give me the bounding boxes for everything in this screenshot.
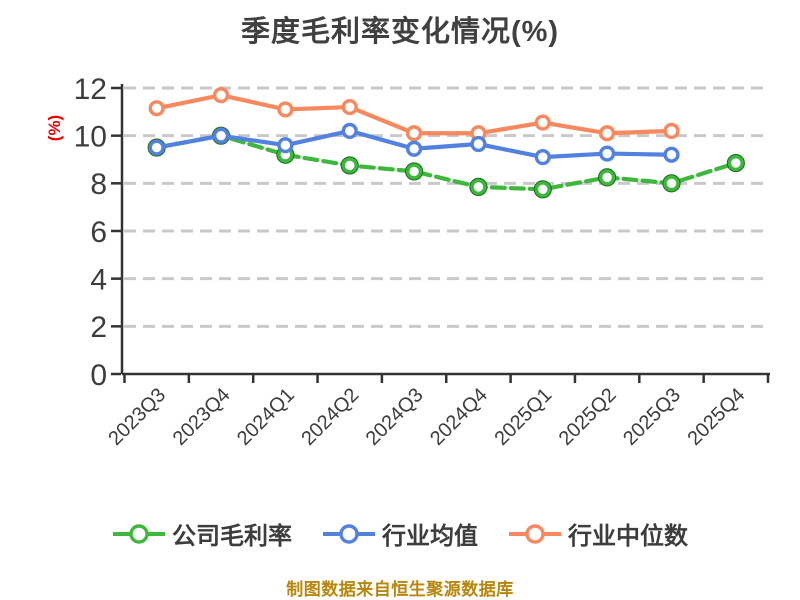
- series-marker-edge: [726, 153, 745, 173]
- series-行业中位数: [148, 87, 680, 142]
- series-marker: [727, 154, 744, 172]
- series-marker: [534, 149, 551, 166]
- y-tick-label: 2: [90, 311, 107, 344]
- series-marker: [341, 157, 358, 174]
- x-tick-label: 2023Q4: [169, 384, 235, 450]
- series-marker: [470, 178, 487, 196]
- legend: 公司毛利率 行业均值 行业中位数: [0, 516, 800, 551]
- series-marker: [534, 114, 551, 131]
- chart-title: 季度毛利率变化情况(%): [240, 16, 560, 48]
- series-marker-edge: [404, 162, 424, 181]
- x-tick-label: 2024Q2: [297, 384, 363, 450]
- series-marker: [599, 169, 616, 186]
- legend-item-industry-median: 行业中位数: [508, 516, 688, 551]
- legend-label: 行业均值: [382, 523, 478, 550]
- series-marker-edge: [533, 180, 552, 199]
- y-tick-label: 4: [90, 263, 107, 296]
- series-marker: [405, 125, 423, 142]
- series-marker: [534, 181, 551, 198]
- y-tick-label: 8: [90, 168, 107, 201]
- legend-label: 行业中位数: [568, 523, 688, 550]
- x-tick-label: 2024Q4: [426, 384, 492, 450]
- series-行业均值: [148, 122, 680, 166]
- series-marker: [663, 175, 680, 192]
- series-marker: [212, 127, 230, 144]
- x-tick-label: 2025Q3: [619, 384, 685, 450]
- series-marker: [277, 137, 294, 154]
- y-axis-unit-label: (%): [45, 115, 64, 141]
- legend-line-circle-icon: [113, 523, 165, 544]
- series-line: [154, 133, 738, 192]
- data-source-caption: 制图数据来自恒生聚源数据库: [286, 580, 514, 599]
- legend-item-industry-average: 行业均值: [322, 516, 478, 551]
- y-tick-label: 6: [90, 216, 107, 249]
- series-marker: [599, 145, 616, 162]
- series-marker: [405, 163, 423, 180]
- series-marker: [405, 140, 423, 157]
- legend-line-circle-icon: [509, 523, 561, 544]
- y-tick-label: 10: [74, 120, 107, 153]
- series-marker: [277, 101, 294, 118]
- legend-line-circle-icon: [323, 523, 375, 544]
- series-marker: [341, 122, 358, 139]
- series-marker-edge: [340, 156, 359, 175]
- x-tick-label: 2023Q3: [104, 384, 170, 450]
- series-marker: [663, 146, 680, 163]
- series-marker: [341, 98, 358, 116]
- x-tick-label: 2025Q1: [490, 384, 556, 450]
- series-marker: [148, 100, 165, 117]
- legend-label: 公司毛利率: [172, 523, 292, 550]
- series-marker: [212, 87, 230, 104]
- series-marker-edge: [598, 168, 617, 187]
- series-marker: [599, 125, 616, 142]
- x-tick-label: 2024Q3: [362, 384, 428, 450]
- legend-item-company-gross-margin: 公司毛利率: [112, 516, 292, 551]
- x-tick-label: 2025Q4: [683, 384, 749, 450]
- y-tick-label: 0: [90, 359, 107, 392]
- x-tick-label: 2025Q2: [555, 384, 621, 450]
- series-marker: [148, 139, 165, 156]
- series-marker: [663, 122, 680, 139]
- series-marker: [470, 135, 487, 153]
- y-tick-label: 12: [74, 73, 107, 106]
- series-marker-edge: [469, 177, 488, 197]
- x-tick-label: 2024Q1: [233, 384, 299, 450]
- series-marker-edge: [662, 174, 681, 193]
- chart-canvas: 0246810122023Q32023Q42024Q12024Q22024Q32…: [45, 73, 770, 450]
